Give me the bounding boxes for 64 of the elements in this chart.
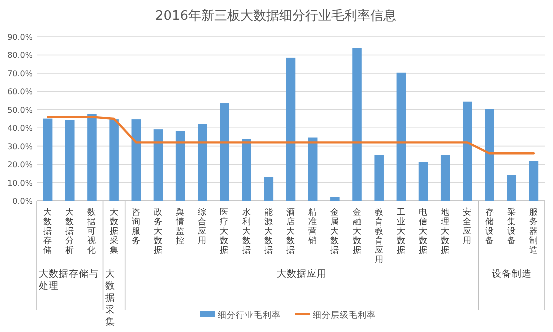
bar bbox=[176, 131, 186, 201]
bar bbox=[110, 120, 119, 201]
bar bbox=[132, 120, 142, 201]
bar bbox=[330, 197, 340, 201]
text: 大数据应用 bbox=[277, 268, 328, 280]
bar bbox=[507, 175, 517, 201]
x-tick-label: 大数据存储 bbox=[44, 207, 53, 256]
x-tick-label: 水利大数据 bbox=[242, 207, 252, 256]
legend-label: 细分层级毛利率 bbox=[313, 310, 376, 321]
y-tick-label: 40.0% bbox=[8, 124, 34, 134]
bar bbox=[440, 155, 450, 201]
y-tick-label: 20.0% bbox=[8, 160, 34, 170]
bar bbox=[286, 58, 296, 201]
x-tick-label: 舆情监控 bbox=[175, 207, 186, 246]
bar bbox=[65, 120, 75, 201]
bar bbox=[529, 161, 539, 201]
bar bbox=[43, 118, 53, 201]
bar bbox=[374, 155, 384, 201]
bar bbox=[485, 109, 494, 201]
bar bbox=[396, 72, 406, 201]
x-tick-label: 金融大数据 bbox=[352, 207, 362, 256]
x-tick-label: 金属大数据 bbox=[330, 207, 340, 256]
x-tick-label: 政务大数据 bbox=[154, 207, 163, 256]
x-tick-label: 酒店大数据 bbox=[286, 207, 296, 256]
x-tick-label: 电信大数据 bbox=[419, 207, 428, 256]
x-tick-label: 医疗大数据 bbox=[220, 207, 230, 256]
y-tick-label: 50.0% bbox=[8, 106, 34, 115]
legend-label: 细分行业毛利率 bbox=[218, 310, 281, 321]
x-tick-label: 大数据采集 bbox=[110, 207, 119, 256]
bar bbox=[154, 130, 164, 201]
x-tick-label: 综合应用 bbox=[198, 207, 208, 246]
text: 设备制造 bbox=[492, 268, 532, 280]
y-tick-label: 60.0% bbox=[8, 88, 34, 97]
bar bbox=[418, 162, 428, 201]
y-tick-label: 70.0% bbox=[8, 69, 34, 78]
text: 大数据采集 bbox=[105, 268, 116, 328]
y-tick-label: 10.0% bbox=[8, 178, 34, 188]
x-tick-label: 存储设备 bbox=[485, 207, 494, 246]
bar bbox=[463, 102, 472, 201]
y-tick-label: 90.0% bbox=[8, 33, 34, 42]
x-tick-label: 能源大数据 bbox=[264, 207, 274, 256]
x-tick-label: 地理大数据 bbox=[440, 207, 450, 256]
x-tick-label: 安全应用 bbox=[463, 207, 472, 246]
x-tick-label: 采集设备 bbox=[507, 207, 516, 246]
y-tick-label: 30.0% bbox=[8, 142, 34, 152]
x-tick-label: 服务器制造 bbox=[529, 208, 538, 256]
x-tick-label: 精准营销 bbox=[308, 207, 318, 246]
chart-title: 2016年新三板大数据细分行业毛利率信息 bbox=[155, 8, 397, 24]
x-tick-label: 大数据分析 bbox=[64, 207, 75, 256]
y-tick-label: 80.0% bbox=[8, 51, 34, 60]
x-tick-label: 咨询服务 bbox=[132, 207, 141, 246]
x-tick-label: 数据可视化 bbox=[88, 207, 97, 256]
x-tick-label: 教育教育应用 bbox=[374, 207, 384, 266]
bar bbox=[198, 124, 208, 201]
bar bbox=[88, 114, 97, 201]
bar bbox=[220, 104, 230, 201]
bar bbox=[308, 138, 318, 201]
bar bbox=[242, 139, 252, 201]
line-series bbox=[46, 116, 536, 155]
y-tick-label: 0.0% bbox=[12, 197, 34, 206]
text: 大数据存储与处理 bbox=[39, 268, 99, 292]
bar bbox=[264, 177, 274, 201]
x-tick-label: 工业大数据 bbox=[396, 208, 406, 256]
bar bbox=[352, 48, 362, 201]
